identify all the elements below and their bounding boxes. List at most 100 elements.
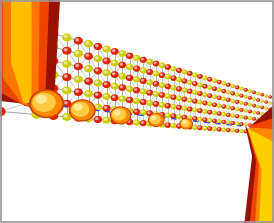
Circle shape	[193, 108, 197, 112]
Circle shape	[257, 112, 259, 114]
Circle shape	[127, 108, 133, 114]
Circle shape	[63, 74, 71, 81]
Circle shape	[159, 73, 165, 77]
Circle shape	[51, 59, 54, 61]
Circle shape	[204, 102, 205, 103]
Circle shape	[148, 101, 150, 103]
Circle shape	[96, 69, 98, 71]
Circle shape	[34, 41, 37, 43]
Circle shape	[227, 83, 230, 86]
Circle shape	[188, 81, 190, 83]
Circle shape	[75, 102, 82, 108]
Circle shape	[135, 110, 137, 112]
Circle shape	[49, 58, 58, 64]
Circle shape	[165, 84, 170, 89]
Circle shape	[257, 105, 259, 107]
Circle shape	[241, 123, 242, 124]
Circle shape	[213, 104, 215, 105]
Circle shape	[217, 89, 221, 91]
Circle shape	[140, 121, 146, 126]
Circle shape	[127, 120, 133, 125]
Circle shape	[135, 67, 137, 69]
Circle shape	[119, 107, 125, 113]
Circle shape	[231, 107, 235, 110]
Circle shape	[165, 75, 170, 79]
Circle shape	[159, 83, 165, 87]
Circle shape	[193, 109, 195, 110]
Circle shape	[261, 113, 262, 114]
Circle shape	[208, 94, 212, 97]
Circle shape	[203, 110, 207, 113]
Circle shape	[166, 75, 168, 77]
Circle shape	[177, 87, 181, 91]
Circle shape	[218, 89, 219, 90]
Circle shape	[135, 56, 137, 58]
Circle shape	[30, 90, 64, 118]
Circle shape	[249, 97, 250, 98]
Circle shape	[244, 130, 247, 133]
Circle shape	[166, 66, 168, 67]
Circle shape	[227, 99, 229, 100]
Circle shape	[217, 104, 221, 107]
Circle shape	[171, 67, 176, 71]
Circle shape	[227, 98, 230, 101]
Circle shape	[257, 112, 258, 113]
Circle shape	[165, 94, 170, 98]
Circle shape	[103, 82, 110, 87]
Circle shape	[153, 112, 159, 116]
Circle shape	[222, 82, 226, 85]
Circle shape	[141, 122, 143, 123]
Circle shape	[147, 90, 153, 95]
Circle shape	[160, 64, 162, 65]
Circle shape	[222, 121, 226, 124]
Circle shape	[49, 30, 58, 37]
Circle shape	[33, 93, 55, 111]
Circle shape	[71, 101, 93, 120]
Polygon shape	[244, 100, 274, 223]
Circle shape	[253, 91, 255, 93]
Circle shape	[213, 128, 215, 129]
Circle shape	[231, 92, 235, 95]
Circle shape	[253, 98, 254, 99]
Circle shape	[86, 92, 89, 94]
Circle shape	[273, 133, 274, 134]
Circle shape	[140, 89, 146, 94]
Circle shape	[269, 96, 270, 97]
Circle shape	[257, 125, 259, 127]
Circle shape	[34, 55, 37, 57]
Circle shape	[183, 71, 185, 72]
Circle shape	[154, 72, 156, 74]
Circle shape	[249, 97, 251, 99]
Circle shape	[183, 89, 185, 90]
Circle shape	[236, 94, 237, 95]
Circle shape	[172, 96, 174, 97]
Circle shape	[128, 98, 130, 100]
Circle shape	[113, 96, 115, 98]
Circle shape	[0, 61, 5, 69]
Circle shape	[120, 120, 122, 122]
Circle shape	[253, 104, 255, 107]
Circle shape	[149, 114, 164, 126]
Circle shape	[178, 125, 179, 126]
Circle shape	[187, 125, 192, 129]
Circle shape	[160, 123, 162, 125]
Circle shape	[34, 112, 37, 115]
Circle shape	[160, 74, 162, 75]
Circle shape	[128, 120, 130, 122]
Circle shape	[193, 100, 195, 101]
Circle shape	[120, 108, 122, 110]
Circle shape	[273, 97, 274, 99]
Circle shape	[147, 70, 153, 74]
Polygon shape	[248, 128, 274, 223]
Circle shape	[94, 68, 101, 74]
Circle shape	[171, 105, 176, 109]
Circle shape	[188, 72, 190, 74]
Circle shape	[148, 91, 150, 93]
Circle shape	[187, 89, 192, 93]
Circle shape	[141, 79, 143, 81]
Circle shape	[96, 81, 98, 83]
Circle shape	[69, 100, 95, 121]
Circle shape	[160, 84, 162, 85]
Circle shape	[178, 116, 179, 117]
Circle shape	[135, 121, 137, 123]
